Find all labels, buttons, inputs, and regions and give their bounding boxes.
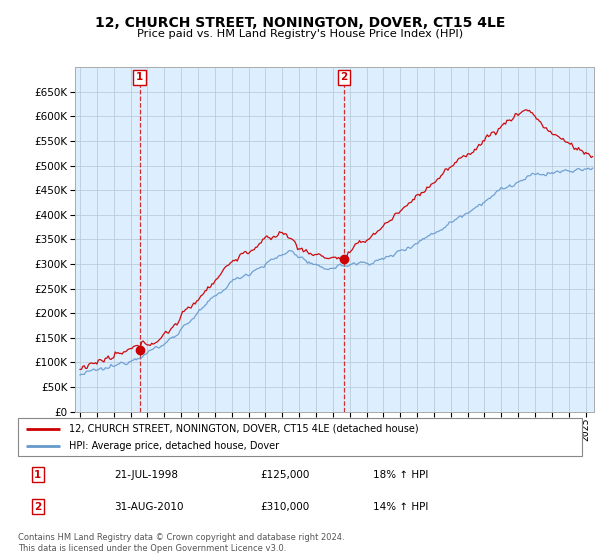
Text: Price paid vs. HM Land Registry's House Price Index (HPI): Price paid vs. HM Land Registry's House … xyxy=(137,29,463,39)
Text: 31-AUG-2010: 31-AUG-2010 xyxy=(114,502,184,512)
Text: HPI: Average price, detached house, Dover: HPI: Average price, detached house, Dove… xyxy=(69,441,279,451)
Text: 1: 1 xyxy=(34,470,41,479)
Text: 21-JUL-1998: 21-JUL-1998 xyxy=(114,470,178,479)
Text: Contains HM Land Registry data © Crown copyright and database right 2024.
This d: Contains HM Land Registry data © Crown c… xyxy=(18,533,344,553)
Text: 1: 1 xyxy=(136,72,143,82)
Text: 12, CHURCH STREET, NONINGTON, DOVER, CT15 4LE: 12, CHURCH STREET, NONINGTON, DOVER, CT1… xyxy=(95,16,505,30)
Text: 18% ↑ HPI: 18% ↑ HPI xyxy=(373,470,428,479)
Text: £310,000: £310,000 xyxy=(260,502,310,512)
Text: 2: 2 xyxy=(34,502,41,512)
Text: £125,000: £125,000 xyxy=(260,470,310,479)
Text: 14% ↑ HPI: 14% ↑ HPI xyxy=(373,502,428,512)
Text: 12, CHURCH STREET, NONINGTON, DOVER, CT15 4LE (detached house): 12, CHURCH STREET, NONINGTON, DOVER, CT1… xyxy=(69,423,418,433)
Text: 2: 2 xyxy=(340,72,348,82)
